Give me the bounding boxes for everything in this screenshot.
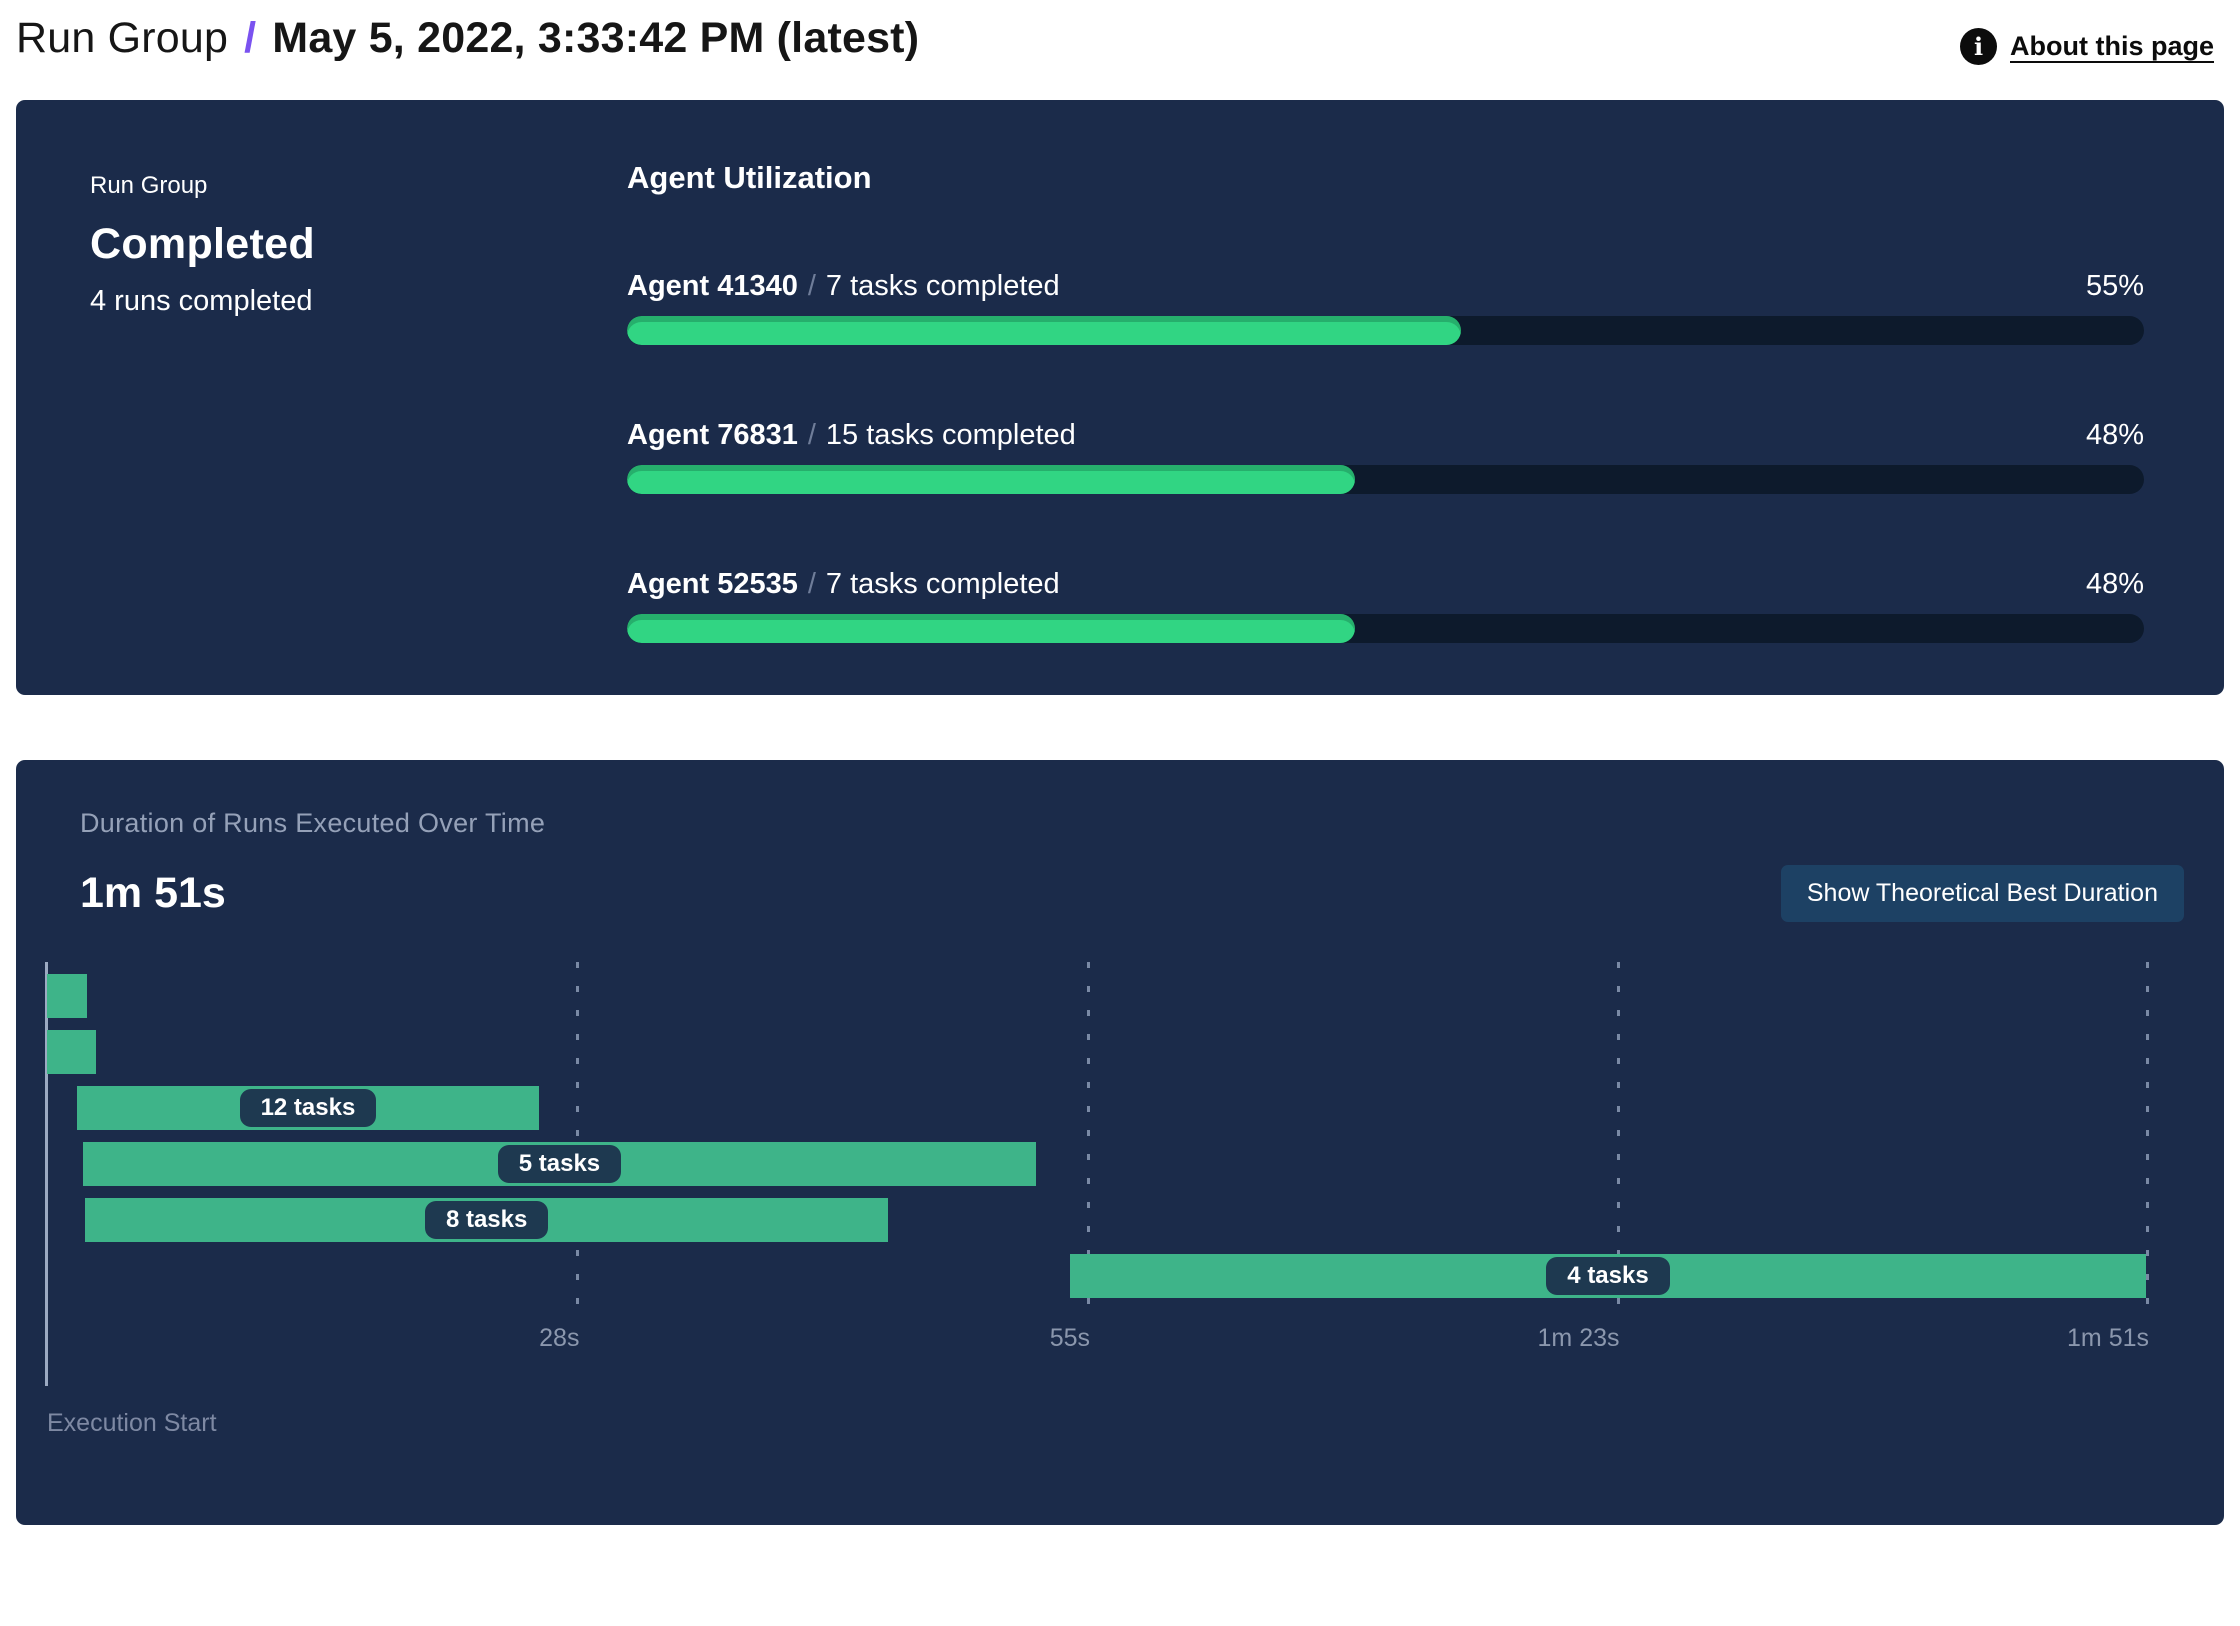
- utilization-progressbar-track: [627, 316, 2144, 345]
- duration-gantt-chart: 28s 55s 1m 23s 1m 51s 12 tasks 5 tasks 8…: [45, 962, 2149, 1386]
- agent-separator: /: [807, 419, 816, 451]
- tick-label: 1m 23s: [1537, 1324, 1620, 1352]
- utilization-progressbar-track: [627, 614, 2144, 643]
- agent-tasks-completed: 7 tasks completed: [825, 568, 1060, 600]
- agent-name: Agent 41340: [627, 270, 798, 302]
- status-value: Completed: [90, 220, 315, 268]
- utilization-progressbar-fill: [627, 316, 1462, 345]
- agent-separator: /: [807, 568, 816, 600]
- run-bar[interactable]: 4 tasks: [1070, 1254, 2146, 1298]
- agent-tasks-completed: 7 tasks completed: [825, 270, 1060, 302]
- runs-completed-text: 4 runs completed: [90, 285, 313, 317]
- run-group-status-block: Run Group Completed 4 runs completed: [16, 100, 627, 695]
- run-bar[interactable]: 8 tasks: [84, 1198, 889, 1242]
- agent-utilization-row: Agent 41340 / 7 tasks completed 55%: [627, 270, 2144, 345]
- utilization-progressbar-fill: [627, 614, 1356, 643]
- run-bar[interactable]: [47, 1030, 97, 1074]
- run-bar-label: 4 tasks: [1546, 1257, 1670, 1295]
- run-group-label: Run Group: [90, 172, 208, 199]
- run-bar[interactable]: 12 tasks: [77, 1086, 539, 1130]
- run-group-title: May 5, 2022, 3:33:42 PM (latest): [272, 14, 920, 62]
- run-bar-label: 12 tasks: [239, 1089, 377, 1127]
- gridline-28s: 28s: [539, 962, 580, 1352]
- utilization-progressbar-track: [627, 465, 2144, 494]
- agent-separator: /: [807, 270, 816, 302]
- run-bar-label: 8 tasks: [424, 1201, 549, 1239]
- run-group-summary-panel: Run Group Completed 4 runs completed Age…: [16, 100, 2224, 695]
- tick-label: 55s: [1049, 1324, 1091, 1352]
- show-theoretical-best-duration-button[interactable]: Show Theoretical Best Duration: [1780, 865, 2184, 922]
- breadcrumb: Run Group: [16, 14, 229, 62]
- utilization-progressbar-fill: [627, 465, 1356, 494]
- execution-start-label: Execution Start: [47, 1409, 217, 1437]
- about-this-page-link[interactable]: About this page: [2010, 31, 2214, 61]
- page-title: Run Group / May 5, 2022, 3:33:42 PM (lat…: [16, 14, 919, 63]
- run-bar-label: 5 tasks: [497, 1145, 622, 1183]
- tick-label: 28s: [539, 1324, 580, 1352]
- tick-label: 1m 51s: [2067, 1324, 2149, 1352]
- breadcrumb-separator: /: [244, 14, 257, 62]
- info-icon[interactable]: i: [1960, 28, 1997, 65]
- agent-utilization-row: Agent 52535 / 7 tasks completed 48%: [627, 568, 2144, 643]
- execution-start-axis-line: [45, 962, 48, 1386]
- duration-panel: Duration of Runs Executed Over Time 1m 5…: [16, 760, 2224, 1525]
- page-header: Run Group / May 5, 2022, 3:33:42 PM (lat…: [0, 0, 2240, 65]
- run-bar[interactable]: [47, 974, 87, 1018]
- agent-utilization-percent: 48%: [2085, 568, 2144, 600]
- gridline-1m51s: 1m 51s: [2067, 962, 2149, 1352]
- agent-utilization-title: Agent Utilization: [627, 160, 872, 195]
- gridline-1m23s: 1m 23s: [1538, 962, 1620, 1352]
- gridline-55s: 55s: [1050, 962, 1091, 1352]
- agent-name: Agent 76831: [627, 419, 798, 451]
- agent-name: Agent 52535: [627, 568, 798, 600]
- about-this-page[interactable]: i About this page: [1960, 28, 2214, 65]
- total-duration-value: 1m 51s: [80, 869, 226, 917]
- agent-utilization-percent: 55%: [2085, 270, 2144, 302]
- duration-chart-title: Duration of Runs Executed Over Time: [80, 808, 546, 838]
- agent-utilization-percent: 48%: [2085, 419, 2144, 451]
- agent-utilization-section: Agent Utilization Agent 41340 / 7 tasks co…: [627, 100, 2224, 695]
- agent-utilization-row: Agent 76831 / 15 tasks completed 48%: [627, 419, 2144, 494]
- agent-tasks-completed: 15 tasks completed: [825, 419, 1076, 451]
- run-bar[interactable]: 5 tasks: [82, 1142, 1036, 1186]
